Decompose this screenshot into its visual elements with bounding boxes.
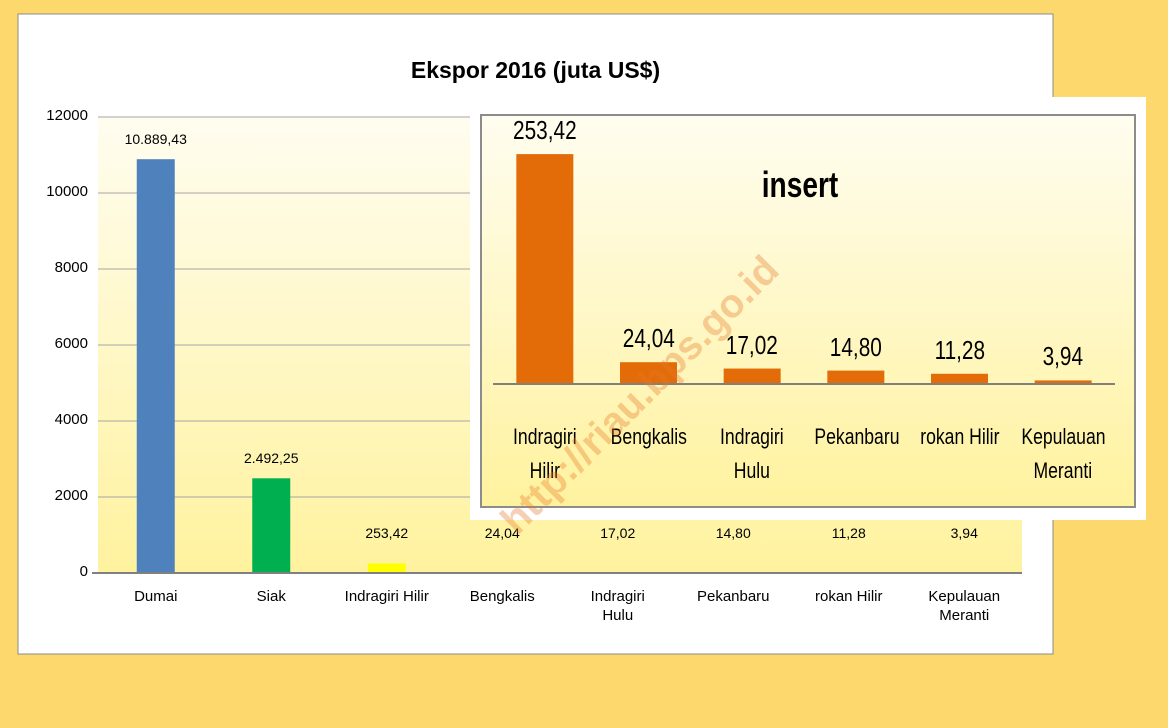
y-tick-label: 8000	[54, 259, 88, 276]
value-label: 14,80	[829, 331, 882, 362]
x-tick-label: Bengkalis	[610, 424, 687, 449]
bar	[136, 159, 175, 573]
inset-title: insert	[761, 164, 839, 205]
value-label: 11,28	[831, 525, 866, 541]
value-label: 14,80	[715, 525, 751, 541]
bar	[1034, 380, 1092, 384]
y-tick-label: 2000	[54, 487, 88, 504]
value-label: 10.889,43	[124, 131, 187, 148]
x-tick-label: Indragiri Hilir	[344, 588, 429, 605]
value-label: 17,02	[726, 329, 779, 360]
y-tick-label: 0	[79, 563, 88, 580]
bar	[723, 368, 781, 384]
x-tick-label: Bengkalis	[469, 588, 535, 605]
x-tick-label: Pekanbaru	[696, 588, 770, 605]
x-tick-label: Kepulauan Meranti	[928, 588, 1001, 624]
value-label: 11,28	[934, 334, 985, 365]
value-label: 24,04	[622, 323, 675, 354]
bar	[931, 373, 988, 384]
value-label: 253,42	[513, 115, 577, 146]
y-tick-label: 10000	[46, 183, 88, 200]
x-tick-label: Kepulauan Meranti	[1021, 424, 1106, 484]
inset-frame	[480, 114, 1136, 508]
y-tick-label: 6000	[54, 335, 88, 352]
bar	[620, 362, 677, 384]
value-label: 253,42	[365, 525, 409, 541]
chart-title: Ekspor 2016 (juta US$)	[410, 57, 661, 83]
x-tick-label: Indragiri Hulu	[590, 588, 645, 624]
value-label: 2.492,25	[244, 450, 299, 467]
value-label: 3,94	[1042, 341, 1084, 372]
value-label: 17,02	[600, 525, 636, 541]
y-tick-label: 12000	[46, 107, 88, 124]
x-tick-label: Indragiri Hilir	[513, 424, 577, 484]
x-tick-label: rokan Hilir	[814, 588, 883, 605]
bar	[827, 370, 885, 384]
bar	[516, 154, 574, 384]
x-tick-label: Dumai	[134, 588, 178, 605]
value-label: 24,04	[484, 525, 520, 541]
value-label: 3,94	[950, 525, 978, 541]
x-tick-label: rokan Hilir	[919, 424, 1000, 449]
bar	[252, 478, 291, 573]
y-tick-label: 4000	[54, 411, 88, 428]
x-tick-label: Indragiri Hulu	[720, 424, 784, 484]
x-tick-label: Pekanbaru	[814, 424, 900, 449]
x-tick-label: Siak	[256, 588, 286, 605]
bar	[367, 563, 406, 573]
